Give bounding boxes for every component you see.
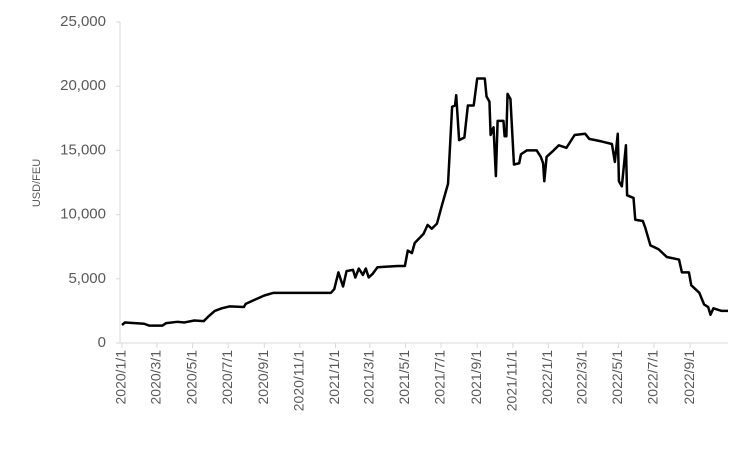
line-series	[121, 77, 728, 327]
x-tick-label: 2020/1/1	[113, 350, 129, 405]
y-tick-label: 5,000	[68, 270, 106, 287]
x-tick-label: 2021/3/1	[361, 350, 377, 405]
y-tick-label: 20,000	[60, 77, 106, 94]
y-axis-title: USD/FEU	[31, 159, 43, 207]
x-tick-label: 2020/11/1	[291, 350, 307, 411]
x-tick-label: 2021/1/1	[326, 350, 342, 405]
x-tick-label: 2022/7/1	[645, 350, 661, 405]
x-tick-label: 2020/7/1	[219, 350, 235, 405]
x-tick-label: 2020/9/1	[255, 350, 271, 405]
y-tick-label: 25,000	[60, 13, 106, 30]
x-tick-label: 2022/9/1	[681, 350, 697, 405]
x-tick-label: 2022/3/1	[573, 350, 589, 405]
x-tick-label: 2022/1/1	[539, 350, 555, 405]
y-tick-label: 15,000	[60, 141, 106, 158]
x-tick-label: 2022/5/1	[609, 350, 625, 405]
x-tick-label: 2020/3/1	[148, 350, 164, 405]
x-tick-label: 2021/7/1	[432, 350, 448, 405]
y-tick-label: 0	[98, 334, 106, 351]
y-tick-label: 10,000	[60, 206, 106, 223]
x-tick-label: 2020/5/1	[183, 350, 199, 405]
x-tick-label: 2021/5/1	[396, 350, 412, 405]
x-tick-label: 2021/9/1	[468, 350, 484, 405]
x-tick-label: 2021/11/1	[503, 350, 519, 411]
